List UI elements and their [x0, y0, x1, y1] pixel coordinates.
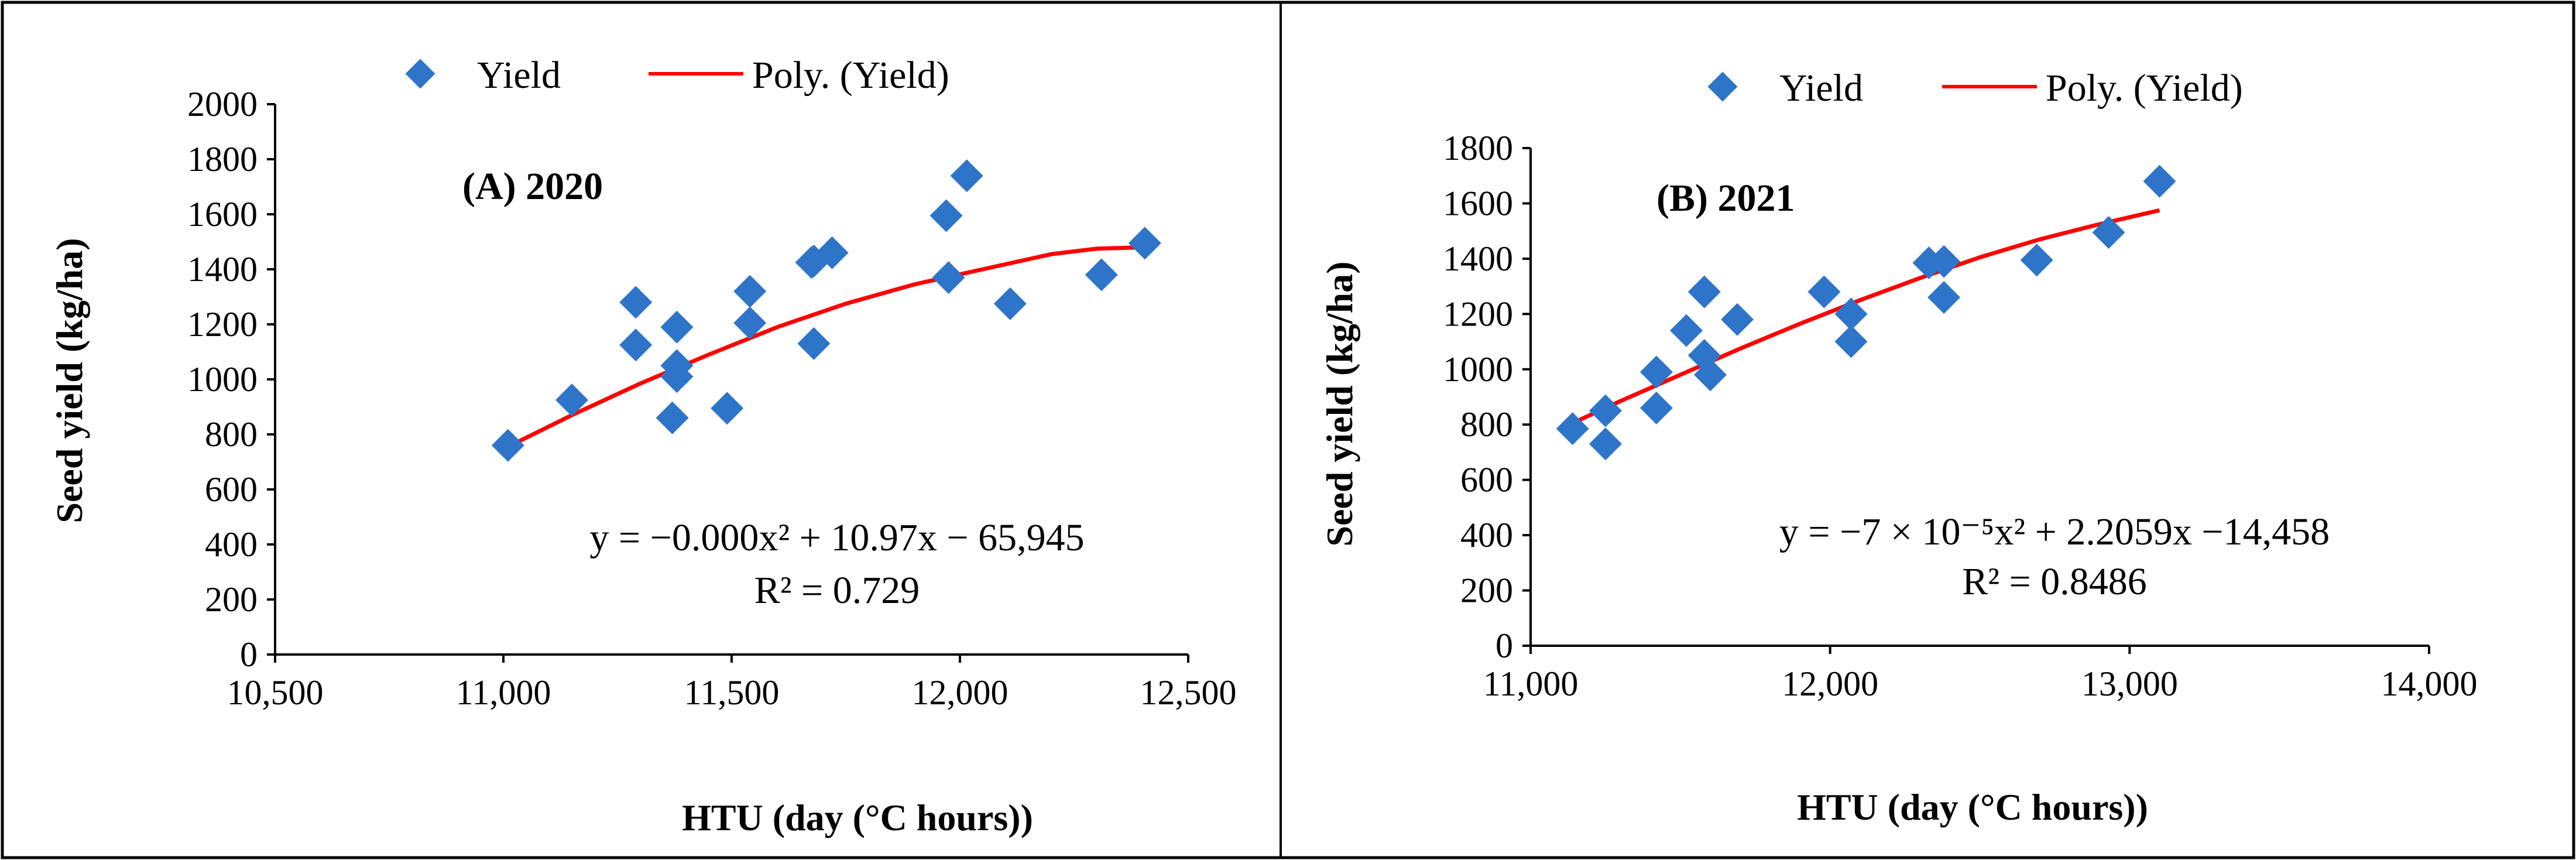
- data-point-a: [555, 383, 588, 417]
- data-point-a: [932, 261, 965, 294]
- r-squared-b: R² = 0.8486: [1962, 560, 2147, 603]
- legend-b: Yield Poly. (Yield): [1707, 67, 2243, 109]
- y-tick-label-b: 1000: [1443, 350, 1513, 389]
- y-tick-label-b: 1600: [1443, 184, 1513, 222]
- data-point-b: [2020, 244, 2053, 277]
- data-point-a: [656, 401, 689, 434]
- y-axis-title-b: Seed yield (kg/ha): [1319, 261, 1360, 546]
- x-tick-label-a: 12,000: [912, 673, 1009, 712]
- marks-b: [1556, 165, 2176, 461]
- data-point-b: [1721, 303, 1754, 336]
- x-tick-label-b: 12,000: [1782, 664, 1878, 703]
- data-point-b: [1670, 314, 1703, 347]
- y-axis-title-a: Seed yield (kg/ha): [49, 238, 90, 523]
- y-tick-label-a: 2000: [187, 85, 258, 124]
- y-tick-label-a: 800: [205, 415, 258, 454]
- data-point-a: [733, 275, 767, 308]
- y-tick-label-b: 0: [1495, 626, 1513, 665]
- data-point-a: [711, 392, 744, 425]
- x-tick-label-a: 11,000: [456, 673, 551, 712]
- data-point-a: [660, 349, 694, 382]
- y-tick-label-a: 600: [205, 470, 258, 509]
- x-tick-label-a: 12,500: [1140, 673, 1237, 712]
- legend-label-yield-b: Yield: [1779, 67, 1863, 109]
- data-point-b: [1639, 355, 1673, 389]
- data-point-a: [950, 159, 983, 193]
- x-tick-label-a: 10,500: [227, 673, 324, 712]
- panel-label-a: (A) 2020: [462, 165, 603, 208]
- data-point-a: [619, 328, 653, 362]
- legend-label-poly-a: Poly. (Yield): [752, 54, 949, 97]
- legend-marker-yield-a: [405, 59, 435, 89]
- trendline-a: [507, 245, 1143, 449]
- data-point-b: [1687, 275, 1721, 309]
- data-point-b: [1834, 325, 1868, 358]
- y-tick-label-a: 200: [205, 580, 258, 619]
- data-point-a: [1085, 258, 1118, 292]
- data-point-a: [815, 236, 849, 269]
- marks-a: [491, 159, 1161, 462]
- data-point-b: [1556, 412, 1589, 446]
- y-tick-label-b: 200: [1460, 571, 1513, 610]
- y-tick-label-a: 1800: [187, 140, 258, 179]
- r-squared-a: R² = 0.729: [754, 569, 920, 612]
- data-point-b: [2143, 165, 2176, 198]
- data-point-a: [491, 429, 524, 462]
- data-point-a: [929, 199, 963, 232]
- x-tick-label-a: 11,500: [684, 673, 780, 712]
- legend-label-yield-a: Yield: [477, 54, 561, 97]
- data-point-a: [993, 287, 1027, 320]
- legend-a: Yield Poly. (Yield): [405, 54, 949, 97]
- x-tick-label-b: 14,000: [2381, 664, 2478, 703]
- x-axis-title-a: HTU (day (°C hours)): [682, 797, 1033, 838]
- data-point-b: [1834, 297, 1868, 331]
- data-point-b: [1589, 427, 1622, 461]
- x-axis-title-b: HTU (day (°C hours)): [1797, 786, 2148, 828]
- x-tick-label-b: 11,000: [1483, 664, 1579, 703]
- axes-b: 0 200 400 600 800 1000 1200 1400 1600 1800 11,000 1…: [1443, 129, 2478, 703]
- y-tick-label-b: 1200: [1443, 294, 1513, 333]
- data-point-b: [1589, 394, 1622, 427]
- y-tick-label-b: 400: [1460, 516, 1513, 554]
- y-tick-label-a: 1600: [187, 195, 258, 234]
- chart-panel-b: 0 200 400 600 800 1000 1200 1400 1600 1800 11,000 1…: [1319, 67, 2478, 828]
- data-point-b: [1694, 358, 1727, 392]
- data-point-a: [619, 286, 653, 319]
- legend-label-poly-b: Poly. (Yield): [2046, 67, 2243, 109]
- panel-label-b: (B) 2021: [1656, 177, 1795, 220]
- data-point-b: [1927, 281, 1961, 314]
- data-point-a: [797, 327, 831, 360]
- y-tick-label-b: 1800: [1443, 129, 1513, 167]
- data-point-b: [2092, 216, 2125, 249]
- equation-b: y = −7 × 10⁻⁵x² + 2.2059x −14,458: [1779, 510, 2330, 553]
- data-point-a: [1128, 227, 1161, 260]
- y-tick-label-a: 400: [205, 525, 258, 564]
- y-tick-label-a: 1200: [187, 305, 258, 344]
- y-tick-label-a: 1000: [187, 360, 258, 399]
- data-point-a: [660, 310, 694, 344]
- axes-a: 0 200 400 600 800 1000 1200 1400 1600 1800 2000 10,…: [187, 85, 1237, 712]
- y-tick-label-b: 600: [1460, 461, 1513, 499]
- y-tick-label-a: 0: [240, 635, 258, 674]
- data-point-b: [1639, 391, 1673, 424]
- y-tick-label-b: 1400: [1443, 239, 1513, 278]
- chart-panel-a: 0 200 400 600 800 1000 1200 1400 1600 1800 2000 10,…: [49, 54, 1237, 838]
- data-point-a: [733, 306, 767, 340]
- y-tick-label-b: 800: [1460, 405, 1513, 444]
- data-point-b: [1927, 245, 1961, 278]
- data-point-b: [1807, 275, 1841, 309]
- y-tick-label-a: 1400: [187, 250, 258, 289]
- equation-a: y = −0.000x² + 10.97x − 65,945: [589, 516, 1084, 559]
- x-tick-label-b: 13,000: [2081, 664, 2178, 703]
